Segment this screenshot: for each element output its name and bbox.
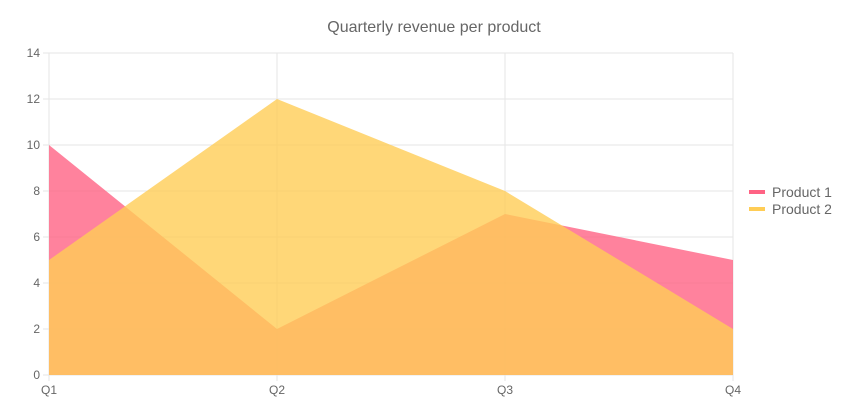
legend-label: Product 2 xyxy=(772,201,832,217)
y-tick-label: 10 xyxy=(27,138,41,152)
x-tick-label: Q4 xyxy=(725,383,741,397)
y-tick-label: 4 xyxy=(33,276,40,290)
series-2-point[interactable] xyxy=(274,96,280,102)
legend-item-1[interactable]: Product 1 xyxy=(749,184,832,200)
series-1-point[interactable] xyxy=(730,257,736,263)
chart-title: Quarterly revenue per product xyxy=(327,19,541,36)
y-tick-label: 12 xyxy=(27,92,41,106)
x-tick-label: Q2 xyxy=(269,383,285,397)
legend-item-2[interactable]: Product 2 xyxy=(749,201,832,217)
y-tick-label: 8 xyxy=(33,184,40,198)
y-tick-label: 14 xyxy=(27,46,41,60)
series-2-point[interactable] xyxy=(46,257,52,263)
legend-swatch xyxy=(749,190,765,194)
series-area-2 xyxy=(49,99,733,375)
x-tick-label: Q1 xyxy=(41,383,57,397)
series-2-point[interactable] xyxy=(730,326,736,332)
x-tick-label: Q3 xyxy=(497,383,513,397)
series-areas xyxy=(46,96,736,375)
y-tick-label: 6 xyxy=(33,230,40,244)
series-1-point[interactable] xyxy=(46,142,52,148)
y-axis-ticks: 0 2 4 6 8 10 12 14 xyxy=(27,46,41,382)
legend-label: Product 1 xyxy=(772,184,832,200)
series-2-point[interactable] xyxy=(502,188,508,194)
x-axis-ticks: Q1 Q2 Q3 Q4 xyxy=(41,383,741,397)
y-tick-label: 2 xyxy=(33,322,40,336)
legend-swatch xyxy=(749,207,765,211)
y-tick-label: 0 xyxy=(33,368,40,382)
